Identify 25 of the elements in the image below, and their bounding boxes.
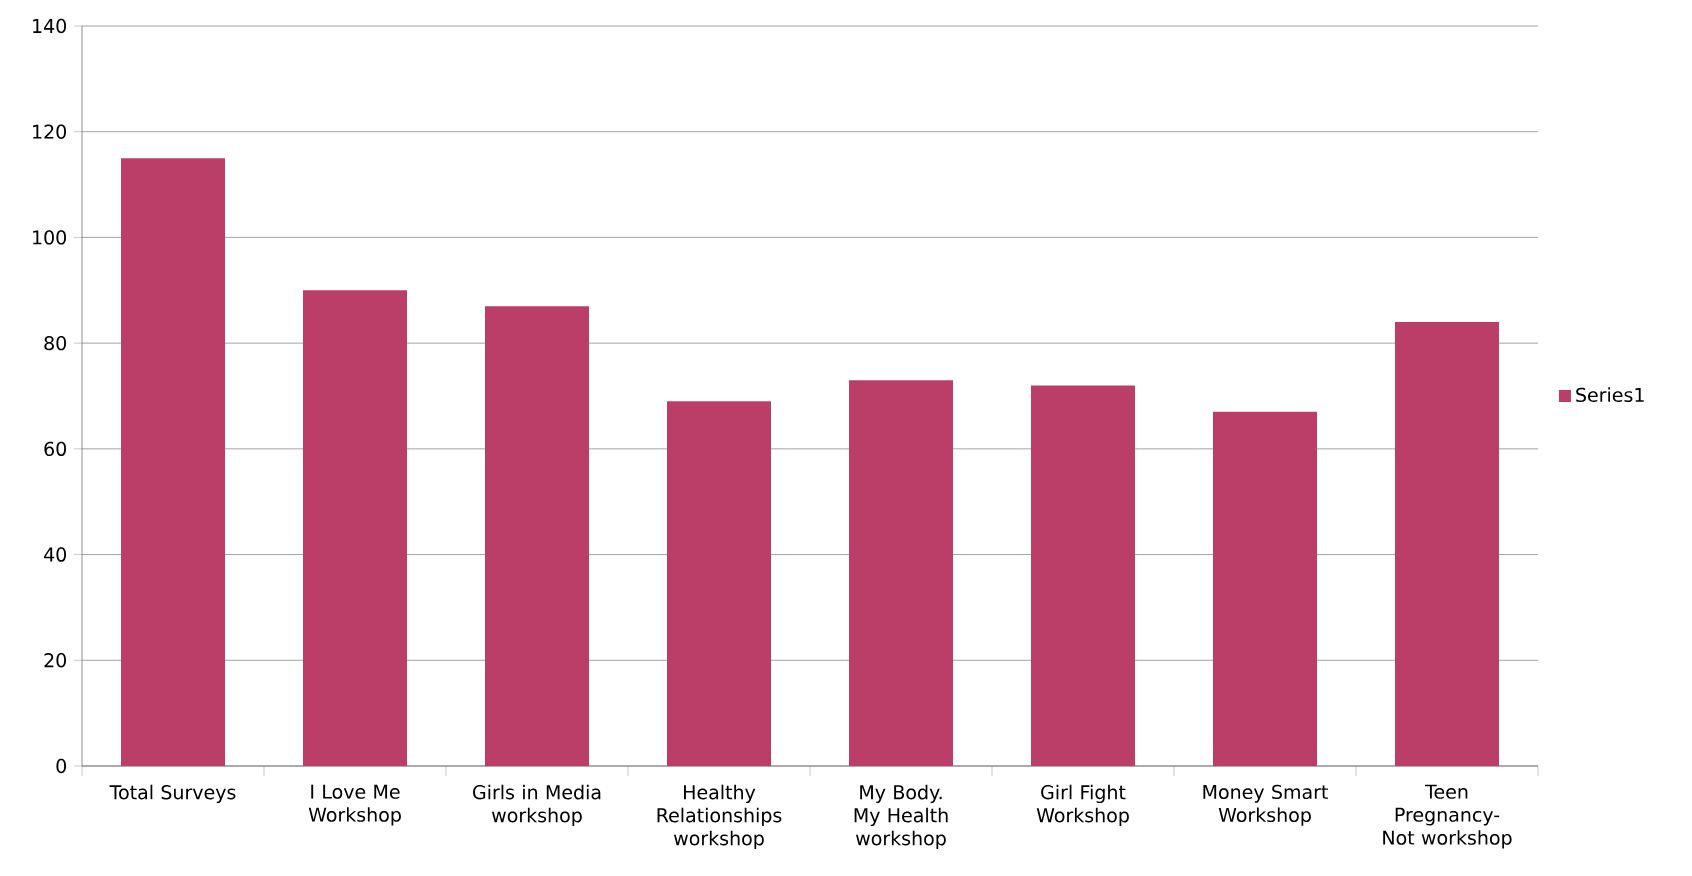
bar [121,158,226,766]
y-tick-label: 80 [44,335,66,351]
x-tick-label: I Love Me Workshop [308,784,401,826]
x-tick-label: My Body. My Health workshop [854,784,948,850]
bar [1031,385,1135,766]
y-tick-label: 60 [44,441,66,457]
bar [667,401,771,766]
y-tick-label: 40 [44,547,66,562]
x-tick-label: Teen Pregnancy-Not workshop [1383,784,1512,849]
bar [303,290,408,766]
x-tick-label: Total Surveys [109,784,236,804]
x-tick-label: Girls in Media workshop [473,784,601,827]
x-tick-label: Girl Fight Workshop [1036,784,1129,827]
x-tick-label: Healthy Relationships workshop [657,784,782,850]
y-tick-label: 0 [56,758,67,774]
y-tick-label: 120 [33,124,66,139]
legend-label: Series1 [1576,387,1644,403]
y-tick-label: 100 [33,230,66,245]
bar [1394,321,1499,766]
bar [485,306,589,766]
bar [1213,411,1317,766]
bar [849,380,953,766]
y-tick-label: 20 [44,653,66,668]
y-tick-label: 140 [33,18,66,34]
x-tick-label: Money Smart Workshop [1203,784,1328,826]
